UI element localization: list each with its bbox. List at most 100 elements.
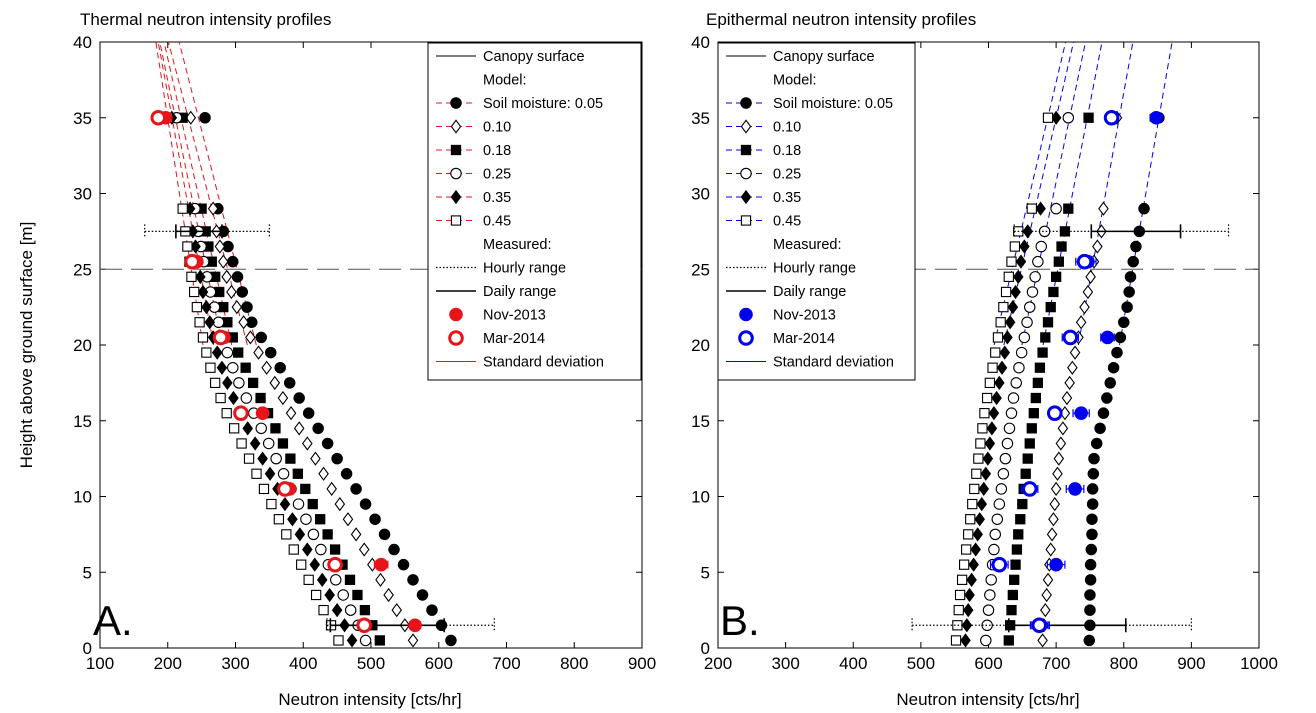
model-point-0.10 (407, 633, 419, 648)
model-point-0.35 (960, 633, 971, 648)
model-point-0.35 (228, 390, 239, 406)
panel-label-b: B. (720, 597, 760, 644)
model-point-0.10 (238, 315, 249, 330)
model-point-0.10 (1037, 633, 1048, 648)
model-point-0.10 (1092, 239, 1103, 254)
model-point-0.25 (307, 528, 320, 541)
model-point-0.35 (991, 390, 1002, 406)
model-point-0.45 (971, 468, 982, 479)
model-point-0.35 (1035, 201, 1046, 216)
model-point-0.10 (1050, 481, 1062, 497)
model-point-0.18 (1053, 256, 1064, 267)
legend-entry-label: 0.25 (773, 167, 801, 183)
x-tick-label: 400 (839, 654, 867, 673)
model-point-0.25 (991, 513, 1004, 525)
model-point-0.05 (1086, 498, 1099, 510)
x-tick-label: 1000 (1240, 654, 1278, 673)
nov-2013-point (1149, 110, 1164, 125)
model-point-0.35 (249, 436, 261, 451)
x-tick-label: 300 (221, 654, 249, 673)
model-point-0.25 (1018, 331, 1031, 344)
model-point-0.45 (303, 574, 314, 585)
legend-swatch-model-marker (740, 144, 752, 156)
model-point-0.05 (1111, 346, 1123, 359)
legend: Canopy surface Model: Soil moisture: 0.05 0… (427, 42, 642, 381)
model-point-0.35 (331, 603, 343, 618)
model-point-0.35 (999, 345, 1011, 360)
mar-2014-point (327, 556, 343, 573)
model-point-0.05 (416, 589, 429, 601)
legend-entry-label: 0.35 (773, 190, 801, 206)
model-point-0.35 (204, 315, 216, 330)
model-point-0.10 (302, 436, 313, 451)
legend-box (717, 42, 916, 381)
model-point-0.35 (986, 421, 998, 436)
model-point-0.25 (227, 361, 239, 374)
model-point-0.10 (245, 330, 256, 345)
nov-2013-point (374, 557, 388, 572)
legend-swatch-model-marker (450, 215, 462, 226)
legend-entry-label: Nov-2013 (773, 308, 836, 324)
model-point-0.10 (383, 587, 394, 603)
model-point-0.18 (1056, 241, 1067, 252)
y-tick-label: 25 (73, 260, 92, 279)
legend-entry-label: Canopy surface (483, 49, 585, 65)
x-tick-label: 600 (974, 654, 1002, 673)
y-tick-label: 40 (691, 33, 710, 52)
model-point-0.05 (1084, 589, 1096, 601)
model-point-0.45 (1026, 203, 1037, 214)
model-point-0.25 (330, 574, 342, 586)
x-tick-label: 600 (425, 654, 453, 673)
model-point-0.10 (1064, 375, 1075, 390)
model-point-0.18 (1037, 347, 1048, 358)
model-point-0.05 (1084, 574, 1097, 586)
model-point-0.10 (1079, 300, 1090, 315)
model-point-0.10 (1041, 587, 1052, 603)
model-point-0.18 (1024, 438, 1035, 449)
model-point-0.10 (310, 451, 321, 466)
model-point-0.18 (1026, 423, 1037, 434)
model-point-0.45 (965, 514, 976, 525)
model-point-0.05 (236, 286, 249, 298)
model-point-0.10 (277, 390, 289, 406)
model-point-0.05 (199, 112, 211, 124)
model-point-0.45 (998, 301, 1009, 313)
mar-2014-point (1046, 405, 1063, 421)
model-point-0.18 (1006, 604, 1017, 616)
model-point-0.45 (973, 453, 984, 464)
model-point-0.05 (369, 513, 381, 525)
model-point-0.25 (982, 604, 995, 616)
model-point-0.25 (315, 543, 327, 556)
model-point-0.18 (374, 635, 385, 646)
y-axis-label: Height above ground surface [m] (17, 222, 36, 469)
model-point-0.25 (1038, 225, 1051, 238)
model-point-0.05 (312, 422, 324, 435)
model-point-0.35 (222, 375, 233, 390)
model-point-0.45 (333, 635, 344, 646)
legend-entry-label: 0.25 (483, 167, 511, 183)
model-point-0.35 (1022, 224, 1034, 239)
legend-swatch-model-marker (450, 119, 462, 134)
model-point-0.25 (989, 528, 1002, 541)
model-point-0.45 (950, 635, 962, 646)
model-point-0.25 (980, 634, 992, 647)
model-point-0.45 (273, 514, 285, 525)
model-point-0.05 (1114, 331, 1127, 344)
model-point-0.25 (270, 452, 282, 465)
model-point-0.05 (1104, 377, 1116, 389)
model-point-0.45 (243, 453, 255, 464)
model-point-0.05 (1107, 361, 1120, 374)
y-tick-label: 20 (73, 336, 92, 355)
model-point-0.05 (340, 468, 353, 480)
model-point-0.35 (1010, 284, 1021, 300)
model-point-0.05 (1124, 271, 1137, 283)
model-point-0.45 (251, 468, 262, 479)
model-point-0.10 (1053, 451, 1065, 466)
model-point-0.10 (207, 201, 219, 216)
model-point-0.45 (981, 392, 993, 404)
model-point-0.35 (1007, 300, 1019, 315)
model-point-0.05 (407, 574, 419, 586)
model-point-0.35 (988, 406, 1000, 421)
legend-entry-label: Measured: (773, 237, 842, 253)
model-point-0.10 (253, 345, 264, 360)
